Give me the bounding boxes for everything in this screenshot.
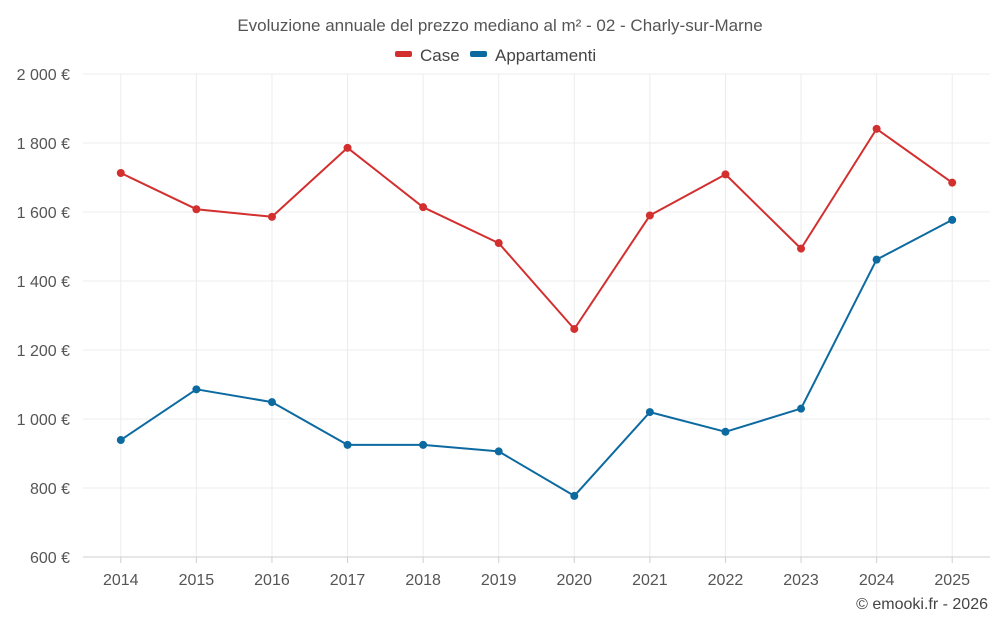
data-point-case[interactable]: [267, 212, 276, 221]
x-tick-label: 2024: [859, 572, 895, 589]
data-point-appartamenti[interactable]: [797, 404, 806, 413]
data-point-appartamenti[interactable]: [494, 447, 503, 456]
data-point-case[interactable]: [343, 143, 352, 152]
gridlines: [83, 73, 990, 557]
data-point-case[interactable]: [872, 124, 881, 133]
x-tick-label: 2018: [405, 572, 441, 589]
x-tick-label: 2015: [179, 572, 215, 589]
data-point-appartamenti[interactable]: [343, 440, 352, 449]
y-tick-label: 1 200 €: [17, 343, 70, 360]
x-tick-label: 2021: [632, 572, 668, 589]
data-point-case[interactable]: [948, 178, 957, 187]
x-tick-label: 2020: [556, 572, 592, 589]
data-point-appartamenti[interactable]: [419, 440, 428, 449]
x-tick-label: 2019: [481, 572, 517, 589]
credit-text: © emooki.fr - 2026: [856, 596, 988, 613]
y-tick-label: 600 €: [30, 550, 70, 567]
data-point-case[interactable]: [116, 169, 125, 178]
legend-label-case[interactable]: Case: [420, 46, 460, 65]
legend-label-appartamenti[interactable]: Appartamenti: [495, 46, 596, 65]
data-point-case[interactable]: [494, 239, 503, 248]
legend-swatch-case: [395, 51, 412, 57]
x-tick-label: 2016: [254, 572, 290, 589]
data-point-appartamenti[interactable]: [948, 215, 957, 224]
data-point-case[interactable]: [419, 203, 428, 212]
data-point-appartamenti[interactable]: [872, 255, 881, 264]
legend: Case Appartamenti: [395, 46, 596, 65]
y-tick-label: 1 000 €: [17, 412, 70, 429]
series-line-case: [120, 127, 953, 330]
data-point-appartamenti[interactable]: [645, 408, 654, 417]
data-point-appartamenti[interactable]: [267, 398, 276, 407]
series: [116, 124, 957, 500]
y-tick-label: 1 600 €: [17, 205, 70, 222]
data-point-appartamenti[interactable]: [721, 427, 730, 436]
legend-swatch-appartamenti: [470, 51, 487, 57]
x-tick-label: 2022: [708, 572, 744, 589]
y-tick-label: 800 €: [30, 481, 70, 498]
x-tick-label: 2014: [103, 572, 139, 589]
x-tick-label: 2025: [934, 572, 970, 589]
y-tick-label: 2 000 €: [17, 67, 70, 84]
series-appartamenti: [116, 215, 957, 500]
y-tick-label: 1 800 €: [17, 136, 70, 153]
data-point-appartamenti[interactable]: [116, 436, 125, 445]
data-point-appartamenti[interactable]: [570, 491, 579, 500]
axes: 600 € 800 € 1 000 € 1 200 € 1 400 € 1 600 € 1 …: [17, 67, 990, 589]
data-point-case[interactable]: [721, 170, 730, 179]
data-point-case[interactable]: [570, 324, 579, 333]
series-line-appartamenti: [120, 219, 953, 497]
chart-title: Evoluzione annuale del prezzo mediano al…: [237, 16, 762, 35]
data-point-case[interactable]: [192, 205, 201, 214]
data-point-case[interactable]: [645, 211, 654, 220]
x-tick-label: 2017: [330, 572, 366, 589]
x-tick-label: 2023: [783, 572, 819, 589]
data-point-case[interactable]: [797, 244, 806, 253]
y-tick-label: 1 400 €: [17, 274, 70, 291]
data-point-appartamenti[interactable]: [192, 385, 201, 394]
series-case: [116, 124, 957, 333]
